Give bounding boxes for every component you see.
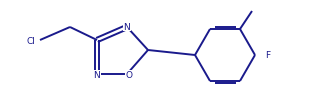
Text: O: O [126,71,132,80]
Text: Cl: Cl [26,36,35,45]
Text: N: N [94,71,100,80]
Text: N: N [124,22,130,31]
Text: F: F [265,51,270,60]
